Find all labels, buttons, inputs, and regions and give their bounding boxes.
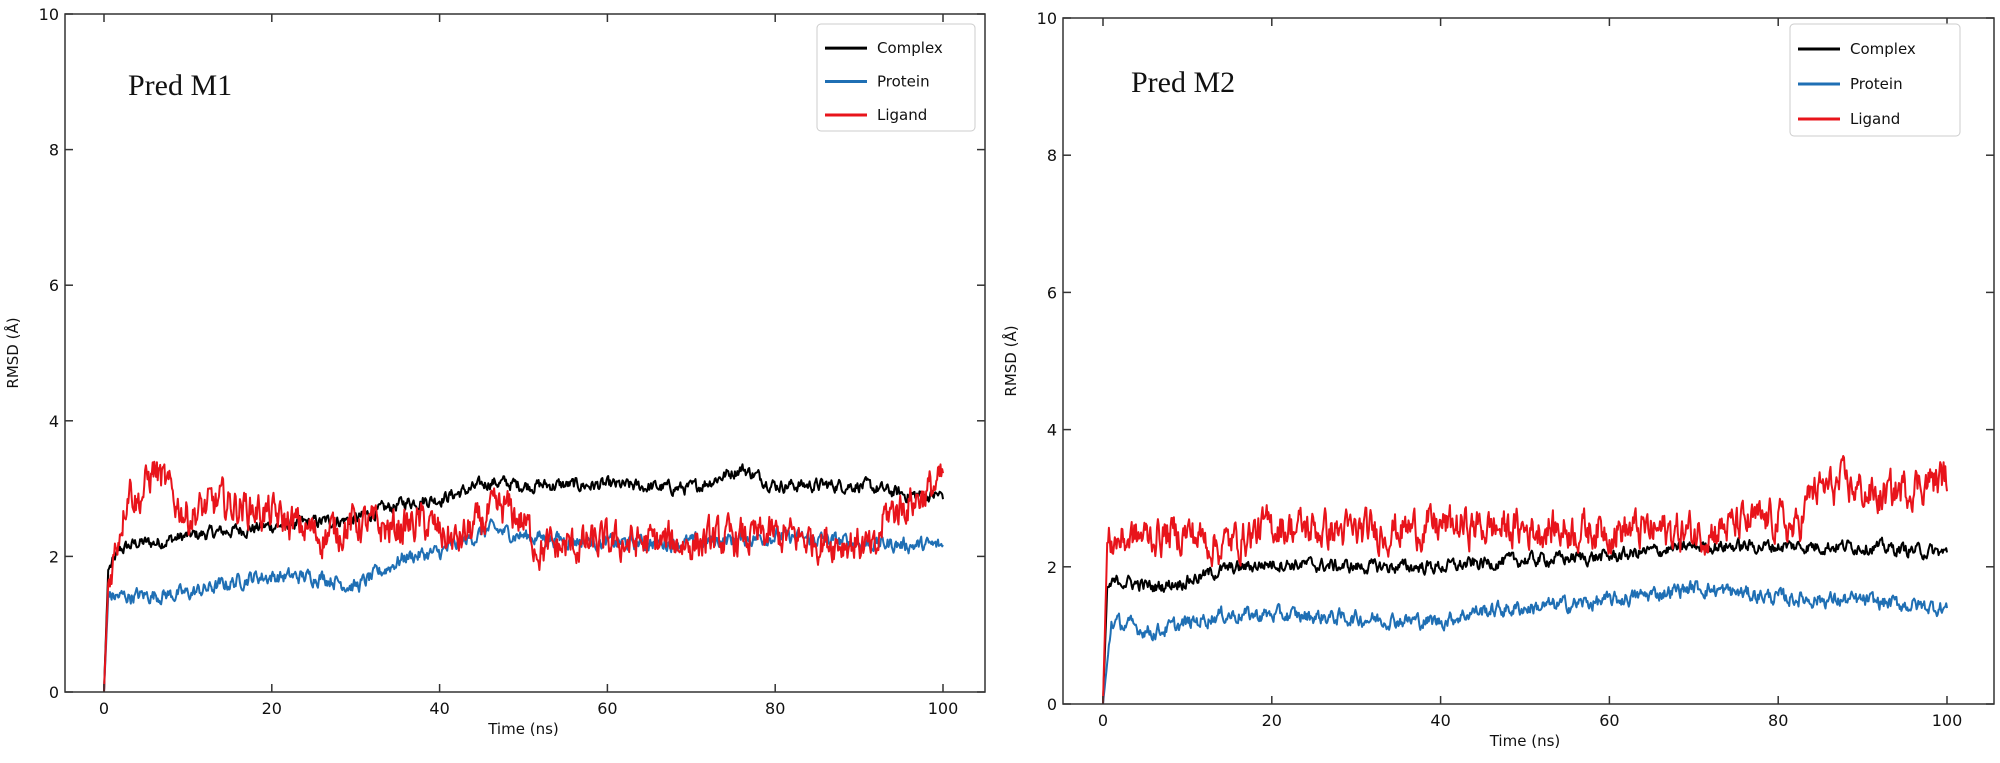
x-axis-label: Time (ns)	[487, 720, 559, 738]
legend-label: Ligand	[877, 106, 927, 124]
panel-title: Pred M2	[1131, 66, 1235, 99]
series-line-complex	[103, 463, 944, 693]
legend-box	[1789, 23, 1961, 137]
legend-label: Complex	[1850, 40, 1916, 58]
x-tick-label: 100	[1932, 711, 1963, 730]
y-tick-label: 2	[49, 547, 59, 566]
series-line-ligand	[1102, 455, 1948, 705]
chart-panel-2: 0 20 40 60 80 100 0 2 4 6 8 10 Time (ns) RMSD (Å) Pred…	[1001, 9, 1995, 750]
y-tick-label: 6	[1047, 283, 1057, 302]
legend: Complex Protein Ligand	[1789, 23, 1961, 137]
plot-frame	[1062, 17, 1995, 705]
y-tick-label: 8	[49, 141, 59, 160]
legend-label: Complex	[877, 39, 943, 57]
x-tick-label: 60	[597, 699, 617, 718]
y-tick-label: 10	[39, 5, 59, 24]
x-axis-label: Time (ns)	[1489, 732, 1561, 750]
panel-title: Pred M1	[128, 69, 232, 102]
y-tick-label: 6	[49, 276, 59, 295]
legend-label: Protein	[877, 73, 930, 91]
plot-frame	[64, 13, 986, 693]
y-tick-label: 0	[49, 683, 59, 702]
x-tick-label: 0	[99, 699, 109, 718]
series-line-protein	[103, 518, 944, 693]
y-tick-label: 4	[1047, 421, 1057, 440]
x-tick-label: 80	[1768, 711, 1788, 730]
y-tick-label: 4	[49, 412, 59, 431]
legend: Complex Protein Ligand	[816, 23, 976, 132]
x-tick-label: 100	[928, 699, 959, 718]
x-tick-label: 80	[765, 699, 785, 718]
y-tick-label: 0	[1047, 695, 1057, 714]
x-tick-label: 20	[1262, 711, 1282, 730]
y-tick-label: 2	[1047, 558, 1057, 577]
legend-label: Ligand	[1850, 110, 1900, 128]
y-tick-label: 10	[1037, 9, 1057, 28]
y-tick-label: 8	[1047, 146, 1057, 165]
legend-box	[816, 23, 976, 132]
x-tick-label: 40	[1430, 711, 1450, 730]
x-tick-label: 40	[429, 699, 449, 718]
x-tick-label: 20	[262, 699, 282, 718]
series-line-ligand	[103, 460, 944, 693]
chart-panel-1: 0 20 40 60 80 100 0 2 4 6 8 10 Time (ns) RMSD (Å) Pred…	[3, 5, 986, 738]
y-axis-label: RMSD (Å)	[3, 317, 22, 388]
legend-label: Protein	[1850, 75, 1903, 93]
x-tick-label: 0	[1098, 711, 1108, 730]
y-axis-label: RMSD (Å)	[1001, 325, 1020, 396]
x-tick-label: 60	[1599, 711, 1619, 730]
series-line-complex	[1102, 536, 1948, 705]
series-line-protein	[1102, 580, 1948, 705]
